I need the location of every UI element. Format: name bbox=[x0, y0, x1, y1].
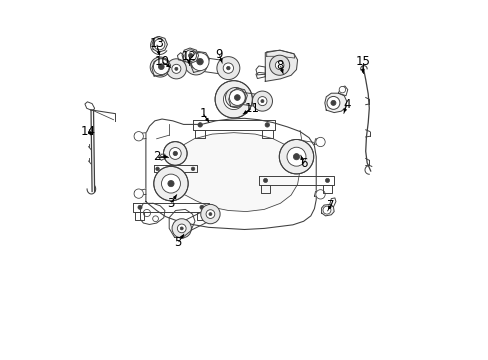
Circle shape bbox=[171, 64, 181, 73]
Circle shape bbox=[191, 53, 208, 71]
Polygon shape bbox=[190, 51, 209, 72]
Circle shape bbox=[315, 190, 325, 199]
Circle shape bbox=[134, 189, 143, 198]
Circle shape bbox=[158, 64, 164, 69]
Polygon shape bbox=[171, 133, 300, 212]
Circle shape bbox=[166, 59, 186, 79]
Circle shape bbox=[175, 67, 178, 70]
Circle shape bbox=[134, 132, 143, 141]
Circle shape bbox=[215, 81, 252, 118]
Circle shape bbox=[323, 206, 330, 214]
Circle shape bbox=[153, 166, 188, 201]
Circle shape bbox=[252, 91, 272, 111]
Circle shape bbox=[263, 178, 267, 183]
Circle shape bbox=[190, 58, 201, 69]
Circle shape bbox=[223, 89, 244, 109]
Circle shape bbox=[205, 210, 214, 219]
Polygon shape bbox=[321, 204, 333, 216]
Circle shape bbox=[180, 227, 183, 230]
Circle shape bbox=[230, 93, 240, 102]
Circle shape bbox=[159, 66, 162, 68]
Circle shape bbox=[194, 62, 198, 65]
Circle shape bbox=[325, 178, 329, 183]
Text: 2: 2 bbox=[153, 150, 160, 163]
Circle shape bbox=[196, 58, 203, 65]
Text: 7: 7 bbox=[326, 199, 334, 212]
Circle shape bbox=[226, 66, 230, 70]
Circle shape bbox=[257, 96, 266, 105]
Polygon shape bbox=[145, 118, 316, 229]
Circle shape bbox=[286, 147, 305, 166]
Polygon shape bbox=[314, 139, 324, 145]
Text: 11: 11 bbox=[244, 102, 259, 115]
Polygon shape bbox=[182, 48, 198, 63]
Circle shape bbox=[201, 204, 220, 224]
Polygon shape bbox=[265, 50, 297, 81]
Text: 8: 8 bbox=[276, 59, 284, 72]
Circle shape bbox=[261, 100, 264, 103]
Circle shape bbox=[153, 59, 169, 75]
Circle shape bbox=[154, 39, 164, 50]
Text: 1: 1 bbox=[199, 107, 206, 120]
Circle shape bbox=[326, 96, 339, 109]
Circle shape bbox=[315, 137, 325, 147]
Circle shape bbox=[200, 205, 203, 210]
Circle shape bbox=[293, 154, 299, 160]
Circle shape bbox=[208, 213, 211, 216]
Text: 9: 9 bbox=[215, 48, 223, 61]
Circle shape bbox=[161, 174, 180, 193]
Circle shape bbox=[188, 53, 192, 58]
Circle shape bbox=[163, 141, 187, 165]
Circle shape bbox=[230, 96, 237, 103]
Circle shape bbox=[198, 123, 202, 127]
Polygon shape bbox=[134, 189, 145, 196]
Text: 13: 13 bbox=[149, 37, 164, 50]
Circle shape bbox=[173, 151, 177, 156]
Circle shape bbox=[177, 224, 186, 233]
Circle shape bbox=[184, 52, 207, 75]
Circle shape bbox=[279, 139, 313, 174]
Circle shape bbox=[225, 87, 245, 108]
Text: 4: 4 bbox=[342, 98, 350, 111]
Text: 5: 5 bbox=[174, 236, 182, 249]
Polygon shape bbox=[134, 133, 145, 139]
Polygon shape bbox=[314, 192, 324, 197]
Circle shape bbox=[169, 148, 181, 159]
Polygon shape bbox=[152, 58, 170, 76]
Text: 6: 6 bbox=[299, 157, 307, 170]
Text: 3: 3 bbox=[167, 197, 174, 210]
Circle shape bbox=[167, 180, 174, 187]
Circle shape bbox=[264, 123, 269, 127]
Text: 12: 12 bbox=[181, 50, 196, 63]
Text: 14: 14 bbox=[81, 125, 96, 138]
Polygon shape bbox=[228, 88, 247, 107]
Circle shape bbox=[156, 167, 159, 171]
Circle shape bbox=[150, 57, 170, 77]
Polygon shape bbox=[324, 93, 346, 113]
Circle shape bbox=[229, 90, 244, 105]
Circle shape bbox=[138, 205, 142, 210]
Circle shape bbox=[275, 61, 284, 69]
Circle shape bbox=[217, 57, 239, 80]
Text: 15: 15 bbox=[355, 55, 369, 68]
Polygon shape bbox=[152, 37, 167, 52]
Circle shape bbox=[234, 95, 240, 100]
Circle shape bbox=[339, 86, 345, 93]
Circle shape bbox=[223, 63, 233, 73]
Circle shape bbox=[234, 96, 237, 99]
Circle shape bbox=[184, 50, 196, 61]
Circle shape bbox=[269, 55, 289, 75]
Circle shape bbox=[330, 100, 335, 105]
Text: 10: 10 bbox=[154, 55, 169, 68]
Circle shape bbox=[155, 63, 164, 72]
Circle shape bbox=[172, 219, 191, 238]
Circle shape bbox=[191, 167, 194, 171]
